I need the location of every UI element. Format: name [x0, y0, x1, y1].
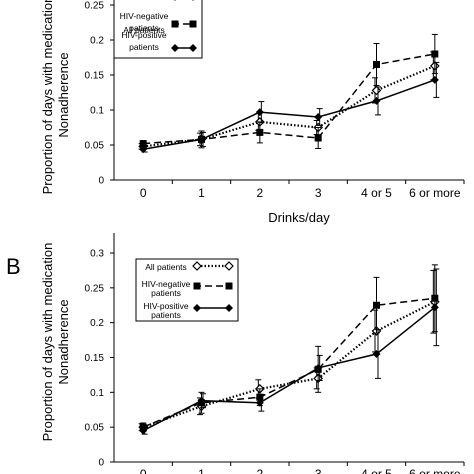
- data-point: [139, 145, 148, 154]
- x-tick-label: 6 or more: [409, 467, 461, 474]
- x-tick-label: 6 or more: [409, 186, 461, 200]
- legend-label: patients: [151, 288, 181, 298]
- legend: All patientsHIV-negativepatientsHIV-posi…: [135, 258, 239, 322]
- data-point: [431, 50, 439, 58]
- y-tick-label: 0: [98, 458, 104, 469]
- data-point: [314, 363, 323, 372]
- data-point: [314, 113, 323, 121]
- legend-marker: [225, 304, 233, 312]
- chart-panel-a: 0 0.05 0.1 0.15 0.2 0.25 0 1 2 3 4 or 5 6 or more Dr…: [40, 0, 465, 225]
- legend-marker: [192, 261, 202, 271]
- legend-label: HIV-positive: [121, 30, 167, 40]
- x-tick-label: 2: [256, 467, 263, 474]
- data-point: [430, 75, 439, 84]
- legend-label: HIV-positive: [143, 301, 189, 311]
- data-point: [139, 426, 148, 435]
- series-line: [143, 53, 435, 145]
- x-axis-label: Drinks/day: [268, 210, 330, 225]
- legend-marker: [193, 282, 201, 290]
- y-tick-label: 0.15: [85, 353, 105, 364]
- legend-box: [135, 258, 239, 322]
- legend-marker: [224, 261, 234, 271]
- data-point: [373, 61, 380, 68]
- y-tick-label: 0.25: [85, 283, 105, 294]
- data-point: [373, 301, 380, 309]
- y-tick-label: 0.05: [85, 141, 105, 152]
- panel-b-label: B: [6, 254, 21, 279]
- data-point: [255, 108, 264, 117]
- data-point: [314, 134, 322, 142]
- legend-marker: [171, 20, 179, 28]
- y-tick-label: 0.2: [90, 36, 104, 47]
- data-point: [371, 85, 382, 96]
- data-point: [139, 140, 147, 148]
- x-tick-label: 3: [315, 467, 322, 474]
- y-tick-label: 0: [98, 176, 104, 187]
- legend-marker: [189, 20, 197, 28]
- data-point: [256, 128, 264, 136]
- y-tick-label: 0.25: [85, 1, 105, 12]
- y-tick-label: 0.3: [90, 249, 104, 260]
- x-tick-label: 0: [140, 186, 147, 200]
- x-tick-label: 3: [315, 186, 322, 200]
- x-tick-label: 0: [140, 467, 147, 474]
- series-line: [143, 79, 436, 150]
- y-axis-label-line2: Nonadherence: [56, 299, 71, 384]
- y-axis-label: Proportion of days with medication: [40, 243, 55, 442]
- legend-marker: [171, 44, 179, 52]
- y-tick-label: 0.1: [90, 106, 104, 117]
- data-point: [372, 96, 381, 105]
- legend-label: All patients: [123, 25, 165, 35]
- y-tick-label: 0.2: [90, 318, 104, 329]
- x-tick-label: 4 or 5: [361, 186, 392, 200]
- series-line: [142, 297, 435, 428]
- data-point: [430, 303, 439, 312]
- legend-label: patients: [151, 310, 181, 320]
- y-tick-label: 0.15: [85, 71, 105, 82]
- legend-label: All patients: [145, 262, 187, 272]
- legend-marker: [193, 304, 201, 312]
- legend-label: HIV-negative: [142, 279, 191, 289]
- x-tick-label: 2: [256, 186, 263, 200]
- legend-label: HIV-negative: [120, 11, 169, 21]
- series-2: [139, 61, 440, 154]
- data-point: [256, 393, 264, 401]
- data-point: [372, 350, 381, 359]
- legend: All patientsHIV-negativepatientsHIV-posi…: [113, 0, 203, 59]
- data-point: [255, 398, 264, 407]
- chart-panel-b: 0 0.05 0.1 0.15 0.2 0.25 0.3 0 1 2 3 4 or 5 6 or mor…: [40, 233, 465, 474]
- x-tick-label: 1: [198, 186, 205, 200]
- series-1: [139, 33, 439, 149]
- legend-label: patients: [129, 42, 159, 52]
- y-tick-label: 0.05: [85, 423, 105, 434]
- legend-marker: [225, 282, 233, 290]
- data-point: [431, 294, 439, 302]
- y-tick-label: 0.1: [90, 388, 104, 399]
- legend-marker: [189, 44, 197, 52]
- series-line: [143, 64, 436, 148]
- series-line: [142, 306, 436, 432]
- x-tick-label: 4 or 5: [361, 467, 392, 474]
- y-axis-label-line2: Nonadherence: [56, 52, 71, 137]
- x-tick-label: 1: [198, 467, 205, 474]
- series-2: [139, 268, 440, 435]
- data-point: [197, 396, 206, 405]
- data-point: [197, 135, 206, 144]
- y-axis-label: Proportion of days with medication: [40, 0, 55, 194]
- legend-label: patients: [129, 23, 159, 33]
